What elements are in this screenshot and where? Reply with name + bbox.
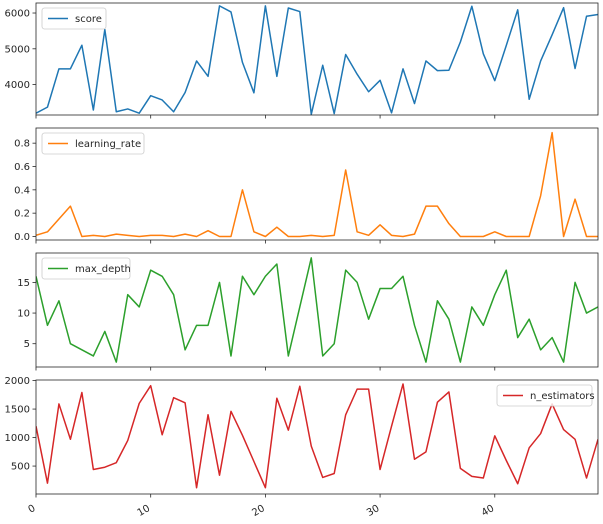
legend-label-n_estimators: n_estimators [530, 391, 595, 402]
legend-max_depth: max_depth [41, 257, 131, 280]
y-tick-label-n_estimators-1: 1000 [5, 433, 30, 444]
y-tick-label-learning_rate-3: 0.6 [14, 162, 30, 173]
y-tick-label-n_estimators-0: 500 [11, 462, 30, 473]
subplot-max_depth: 5 10 15 max_depth [17, 252, 599, 371]
y-tick-label-learning_rate-2: 0.4 [14, 185, 30, 196]
legend-box-n_estimators [496, 384, 593, 407]
axes-frame-max_depth [35, 252, 599, 368]
series-line-learning_rate [36, 131, 598, 238]
legend-score: score [41, 7, 107, 30]
x-tick-label-4: 40 [480, 503, 497, 519]
x-tick-label-3: 30 [365, 503, 382, 519]
axes-frame-score [35, 2, 599, 116]
y-tick-label-n_estimators-2: 1500 [5, 405, 30, 416]
axes-frame-learning_rate [35, 127, 599, 241]
y-tick-label-learning_rate-1: 0.2 [14, 209, 30, 220]
legend-label-max_depth: max_depth [75, 264, 131, 275]
y-tick-label-learning_rate-4: 0.8 [14, 139, 30, 150]
x-tick-label-0: 0 [26, 503, 37, 516]
axes-frame-n_estimators [35, 379, 599, 495]
y-tick-label-learning_rate-0: 0.0 [14, 232, 30, 243]
legend-box-score [41, 7, 107, 30]
series-line-score [36, 5, 598, 115]
y-tick-label-max_depth-1: 10 [17, 309, 30, 320]
x-tick-label-1: 10 [136, 503, 153, 519]
y-tick-label-max_depth-2: 15 [17, 278, 30, 289]
y-tick-label-max_depth-0: 5 [24, 339, 30, 350]
series-line-max_depth [36, 257, 598, 363]
x-tick-label-2: 20 [250, 503, 267, 519]
legend-label-score: score [75, 14, 102, 25]
subplot-learning_rate: 0.0 0.2 0.4 0.6 0.8 learning_rate [14, 127, 599, 244]
legend-box-learning_rate [41, 132, 145, 155]
legend-label-learning_rate: learning_rate [75, 139, 141, 150]
subplot-score: 4000 5000 6000 score [5, 2, 599, 119]
y-tick-label-score-1: 5000 [5, 44, 30, 55]
y-tick-label-score-0: 4000 [5, 80, 30, 91]
series-line-n_estimators [36, 383, 598, 489]
y-tick-label-score-2: 6000 [5, 9, 30, 20]
y-tick-label-n_estimators-3: 2000 [5, 376, 30, 387]
legend-box-max_depth [41, 257, 131, 280]
legend-learning_rate: learning_rate [41, 132, 145, 155]
legend-n_estimators: n_estimators [496, 384, 595, 407]
subplot-n_estimators: 500 1000 1500 2000 n_estimators [5, 376, 599, 498]
